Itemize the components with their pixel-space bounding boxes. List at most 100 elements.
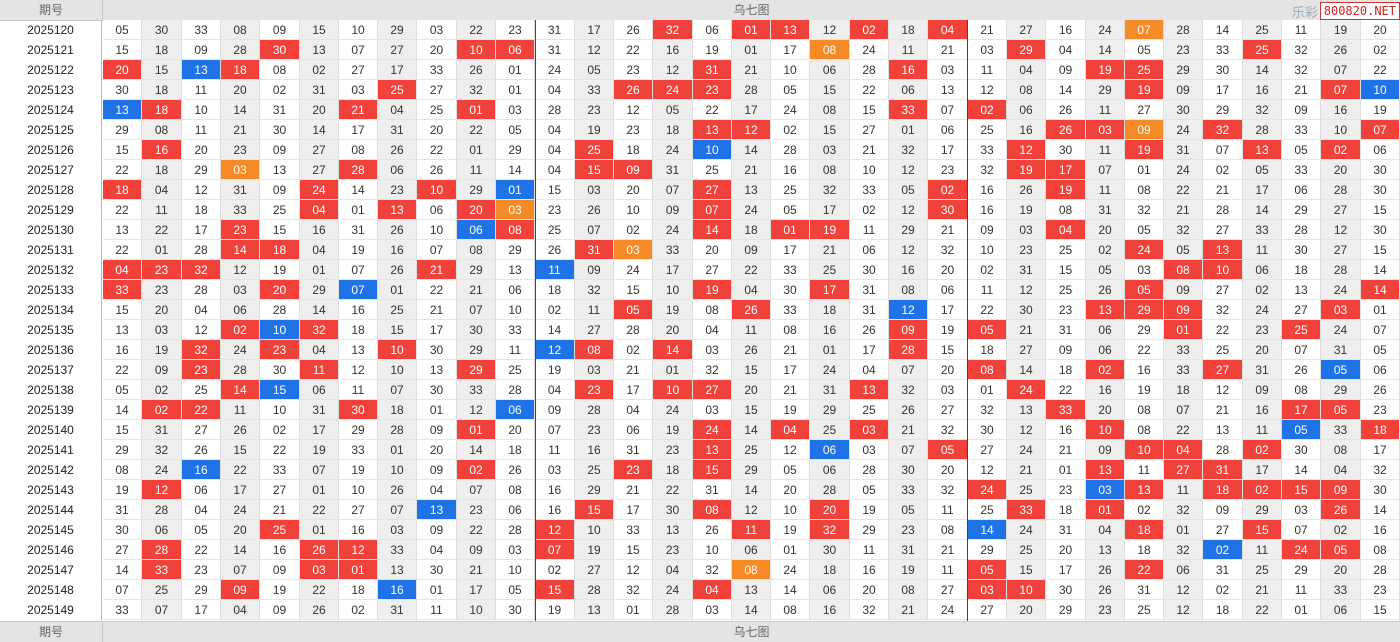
highlighted-number-cell: 07 xyxy=(535,540,575,560)
highlighted-number-cell: 25 xyxy=(1243,40,1282,60)
number-cell: 26 xyxy=(182,440,221,460)
number-cell: 15 xyxy=(142,60,182,80)
number-cell: 22 xyxy=(417,280,457,300)
number-cell: 24 xyxy=(614,260,653,280)
table-row: 2025130 13 22 17 23 15 16 31 26 10 06 08 25 07 02 24 14 1… xyxy=(0,220,1400,240)
highlighted-number-cell: 08 xyxy=(968,360,1007,380)
number-cell: 14 xyxy=(221,100,260,120)
number-cell: 05 xyxy=(771,200,810,220)
number-cell: 15 xyxy=(535,180,575,200)
highlighted-number-cell: 14 xyxy=(221,380,260,400)
number-cell: 31 xyxy=(850,300,889,320)
number-cell: 03 xyxy=(221,280,260,300)
number-cell: 30 xyxy=(850,260,889,280)
highlighted-number-cell: 06 xyxy=(810,440,850,460)
number-cell: 02 xyxy=(1203,580,1243,600)
number-cell: 01 xyxy=(653,360,693,380)
highlighted-number-cell: 02 xyxy=(1321,140,1361,160)
number-cell: 02 xyxy=(1243,280,1282,300)
number-cell: 27 xyxy=(1203,280,1243,300)
number-cell: 10 xyxy=(575,520,614,540)
number-cell: 24 xyxy=(732,200,771,220)
number-cell: 09 xyxy=(260,140,300,160)
number-cell: 19 xyxy=(260,260,300,280)
highlighted-number-cell: 05 xyxy=(1321,360,1361,380)
number-cell: 18 xyxy=(1164,380,1203,400)
number-cell: 22 xyxy=(182,540,221,560)
table-row: 2025128 18 04 12 31 09 24 14 23 10 29 01 15 03 20 07 27 1… xyxy=(0,180,1400,200)
number-cell: 30 xyxy=(1282,240,1321,260)
number-cell: 11 xyxy=(1086,100,1125,120)
number-cell: 17 xyxy=(182,220,221,240)
number-cell: 16 xyxy=(1086,380,1125,400)
number-cell: 10 xyxy=(417,220,457,240)
table-row: 2025149 33 07 17 04 09 26 02 31 11 10 30 19 13 01 28 03 1… xyxy=(0,600,1400,620)
number-cell: 15 xyxy=(1361,200,1400,220)
number-cell: 30 xyxy=(1361,160,1400,180)
number-cell: 07 xyxy=(1086,160,1125,180)
number-cell: 10 xyxy=(457,600,496,620)
number-cell: 05 xyxy=(496,120,535,140)
number-cell: 05 xyxy=(103,20,142,40)
number-cell: 30 xyxy=(260,360,300,380)
number-cell: 25 xyxy=(1243,20,1282,40)
number-cell: 17 xyxy=(653,260,693,280)
watermark-site-label[interactable]: 800820.NET xyxy=(1319,2,1400,20)
number-cell: 28 xyxy=(1361,560,1400,580)
number-cell: 13 xyxy=(732,180,771,200)
number-cell: 02 xyxy=(1361,40,1400,60)
number-cell: 06 xyxy=(1086,340,1125,360)
number-cell: 19 xyxy=(339,240,378,260)
number-cell: 21 xyxy=(771,340,810,360)
number-cell: 14 xyxy=(221,540,260,560)
number-cell: 12 xyxy=(1164,600,1203,620)
number-cell: 28 xyxy=(771,140,810,160)
highlighted-number-cell: 09 xyxy=(1321,480,1361,500)
number-cell: 04 xyxy=(535,120,575,140)
number-cell: 09 xyxy=(535,400,575,420)
number-cell: 25 xyxy=(1125,600,1164,620)
highlighted-number-cell: 26 xyxy=(300,540,339,560)
highlighted-number-cell: 02 xyxy=(968,100,1007,120)
number-cell: 11 xyxy=(889,40,928,60)
number-cell: 33 xyxy=(182,20,221,40)
number-cell: 15 xyxy=(810,120,850,140)
table-row: 2025132 04 23 32 12 19 01 07 26 21 29 13 11 09 24 17 27 2… xyxy=(0,260,1400,280)
number-cell: 30 xyxy=(1361,180,1400,200)
number-cell: 18 xyxy=(653,120,693,140)
number-cell: 05 xyxy=(182,520,221,540)
number-cell: 19 xyxy=(575,540,614,560)
highlighted-number-cell: 19 xyxy=(1046,180,1086,200)
number-cell: 28 xyxy=(260,300,300,320)
period-cell: 2025131 xyxy=(0,240,102,260)
highlighted-number-cell: 13 xyxy=(693,120,732,140)
number-cell: 01 xyxy=(614,600,653,620)
number-cell: 11 xyxy=(1282,580,1321,600)
number-cell: 16 xyxy=(535,480,575,500)
highlighted-number-cell: 29 xyxy=(457,360,496,380)
number-cell: 25 xyxy=(732,440,771,460)
number-cell: 09 xyxy=(260,20,300,40)
table-row: 2025147 14 33 23 07 09 03 01 13 30 21 10 02 27 12 04 32 0… xyxy=(0,560,1400,580)
number-cell: 11 xyxy=(732,320,771,340)
number-cell: 25 xyxy=(575,460,614,480)
site-watermark[interactable]: 乐彩 800820.NET xyxy=(1292,2,1400,20)
number-cell: 19 xyxy=(103,480,142,500)
number-cell: 32 xyxy=(928,480,968,500)
highlighted-number-cell: 10 xyxy=(693,140,732,160)
number-cell: 18 xyxy=(810,560,850,580)
number-cell: 12 xyxy=(771,440,810,460)
number-cell: 29 xyxy=(457,260,496,280)
number-cell: 29 xyxy=(850,520,889,540)
number-cell: 28 xyxy=(142,500,182,520)
number-cell: 30 xyxy=(496,600,535,620)
number-cell: 24 xyxy=(771,560,810,580)
highlighted-number-cell: 03 xyxy=(1321,300,1361,320)
number-cell: 11 xyxy=(1125,460,1164,480)
number-cell: 28 xyxy=(182,280,221,300)
period-cell: 2025120 xyxy=(0,20,102,40)
number-cell: 01 xyxy=(339,200,378,220)
number-cell: 30 xyxy=(457,320,496,340)
number-cell: 06 xyxy=(496,500,535,520)
number-cell: 06 xyxy=(810,580,850,600)
